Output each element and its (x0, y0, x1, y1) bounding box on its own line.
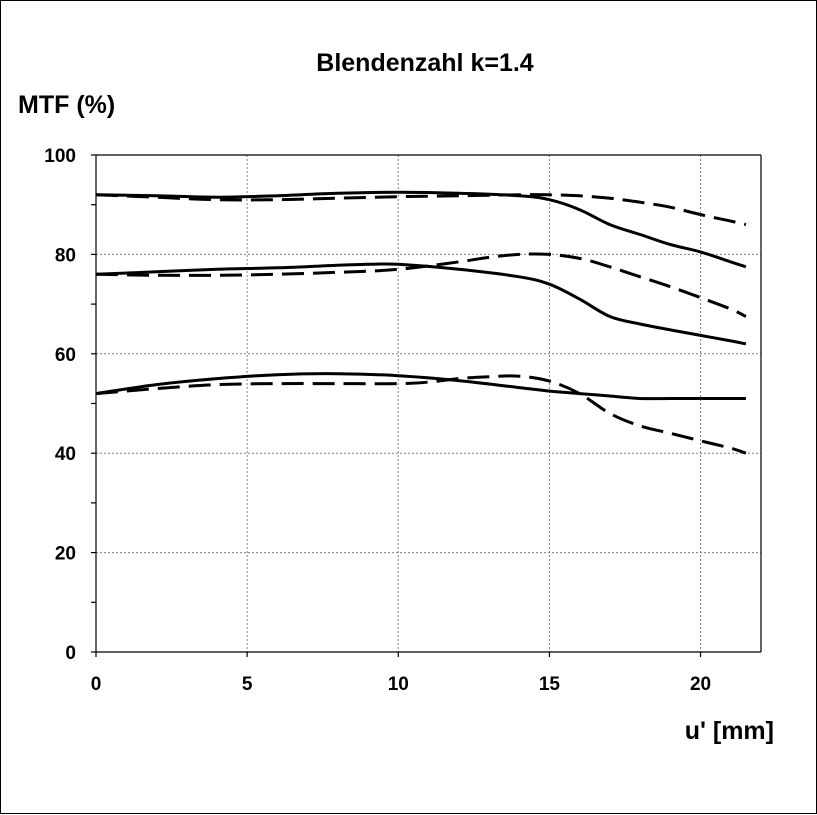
y-axis-label: MTF (%) (18, 91, 115, 119)
y-tick-label: 80 (55, 245, 76, 266)
y-tick-label: 100 (44, 146, 76, 167)
tick-labels: 0 20 40 60 80 100 0 5 10 15 20 (44, 146, 711, 695)
series-line-2-dashed (95, 193, 747, 227)
x-tick-label: 5 (242, 674, 253, 695)
grid (96, 154, 761, 652)
y-tick-label: 60 (55, 345, 76, 366)
series-line-1-solid (95, 190, 747, 269)
series-line-3-solid (95, 262, 747, 346)
x-axis-label: u' [mm] (685, 717, 774, 745)
y-tick-label: 40 (55, 444, 76, 465)
x-tick-label: 20 (690, 674, 711, 695)
series-line-4-dashed (95, 252, 747, 318)
y-tick-label: 20 (55, 544, 76, 565)
series-line-6-dashed (95, 374, 747, 455)
series-line-5-solid (95, 372, 746, 401)
axes (91, 154, 762, 657)
chart-title: Blendenzahl k=1.4 (316, 49, 534, 77)
x-tick-label: 15 (539, 674, 561, 695)
series-group (95, 190, 747, 455)
y-tick-label: 0 (65, 643, 76, 664)
x-tick-label: 0 (91, 674, 102, 695)
x-tick-label: 10 (388, 674, 409, 695)
